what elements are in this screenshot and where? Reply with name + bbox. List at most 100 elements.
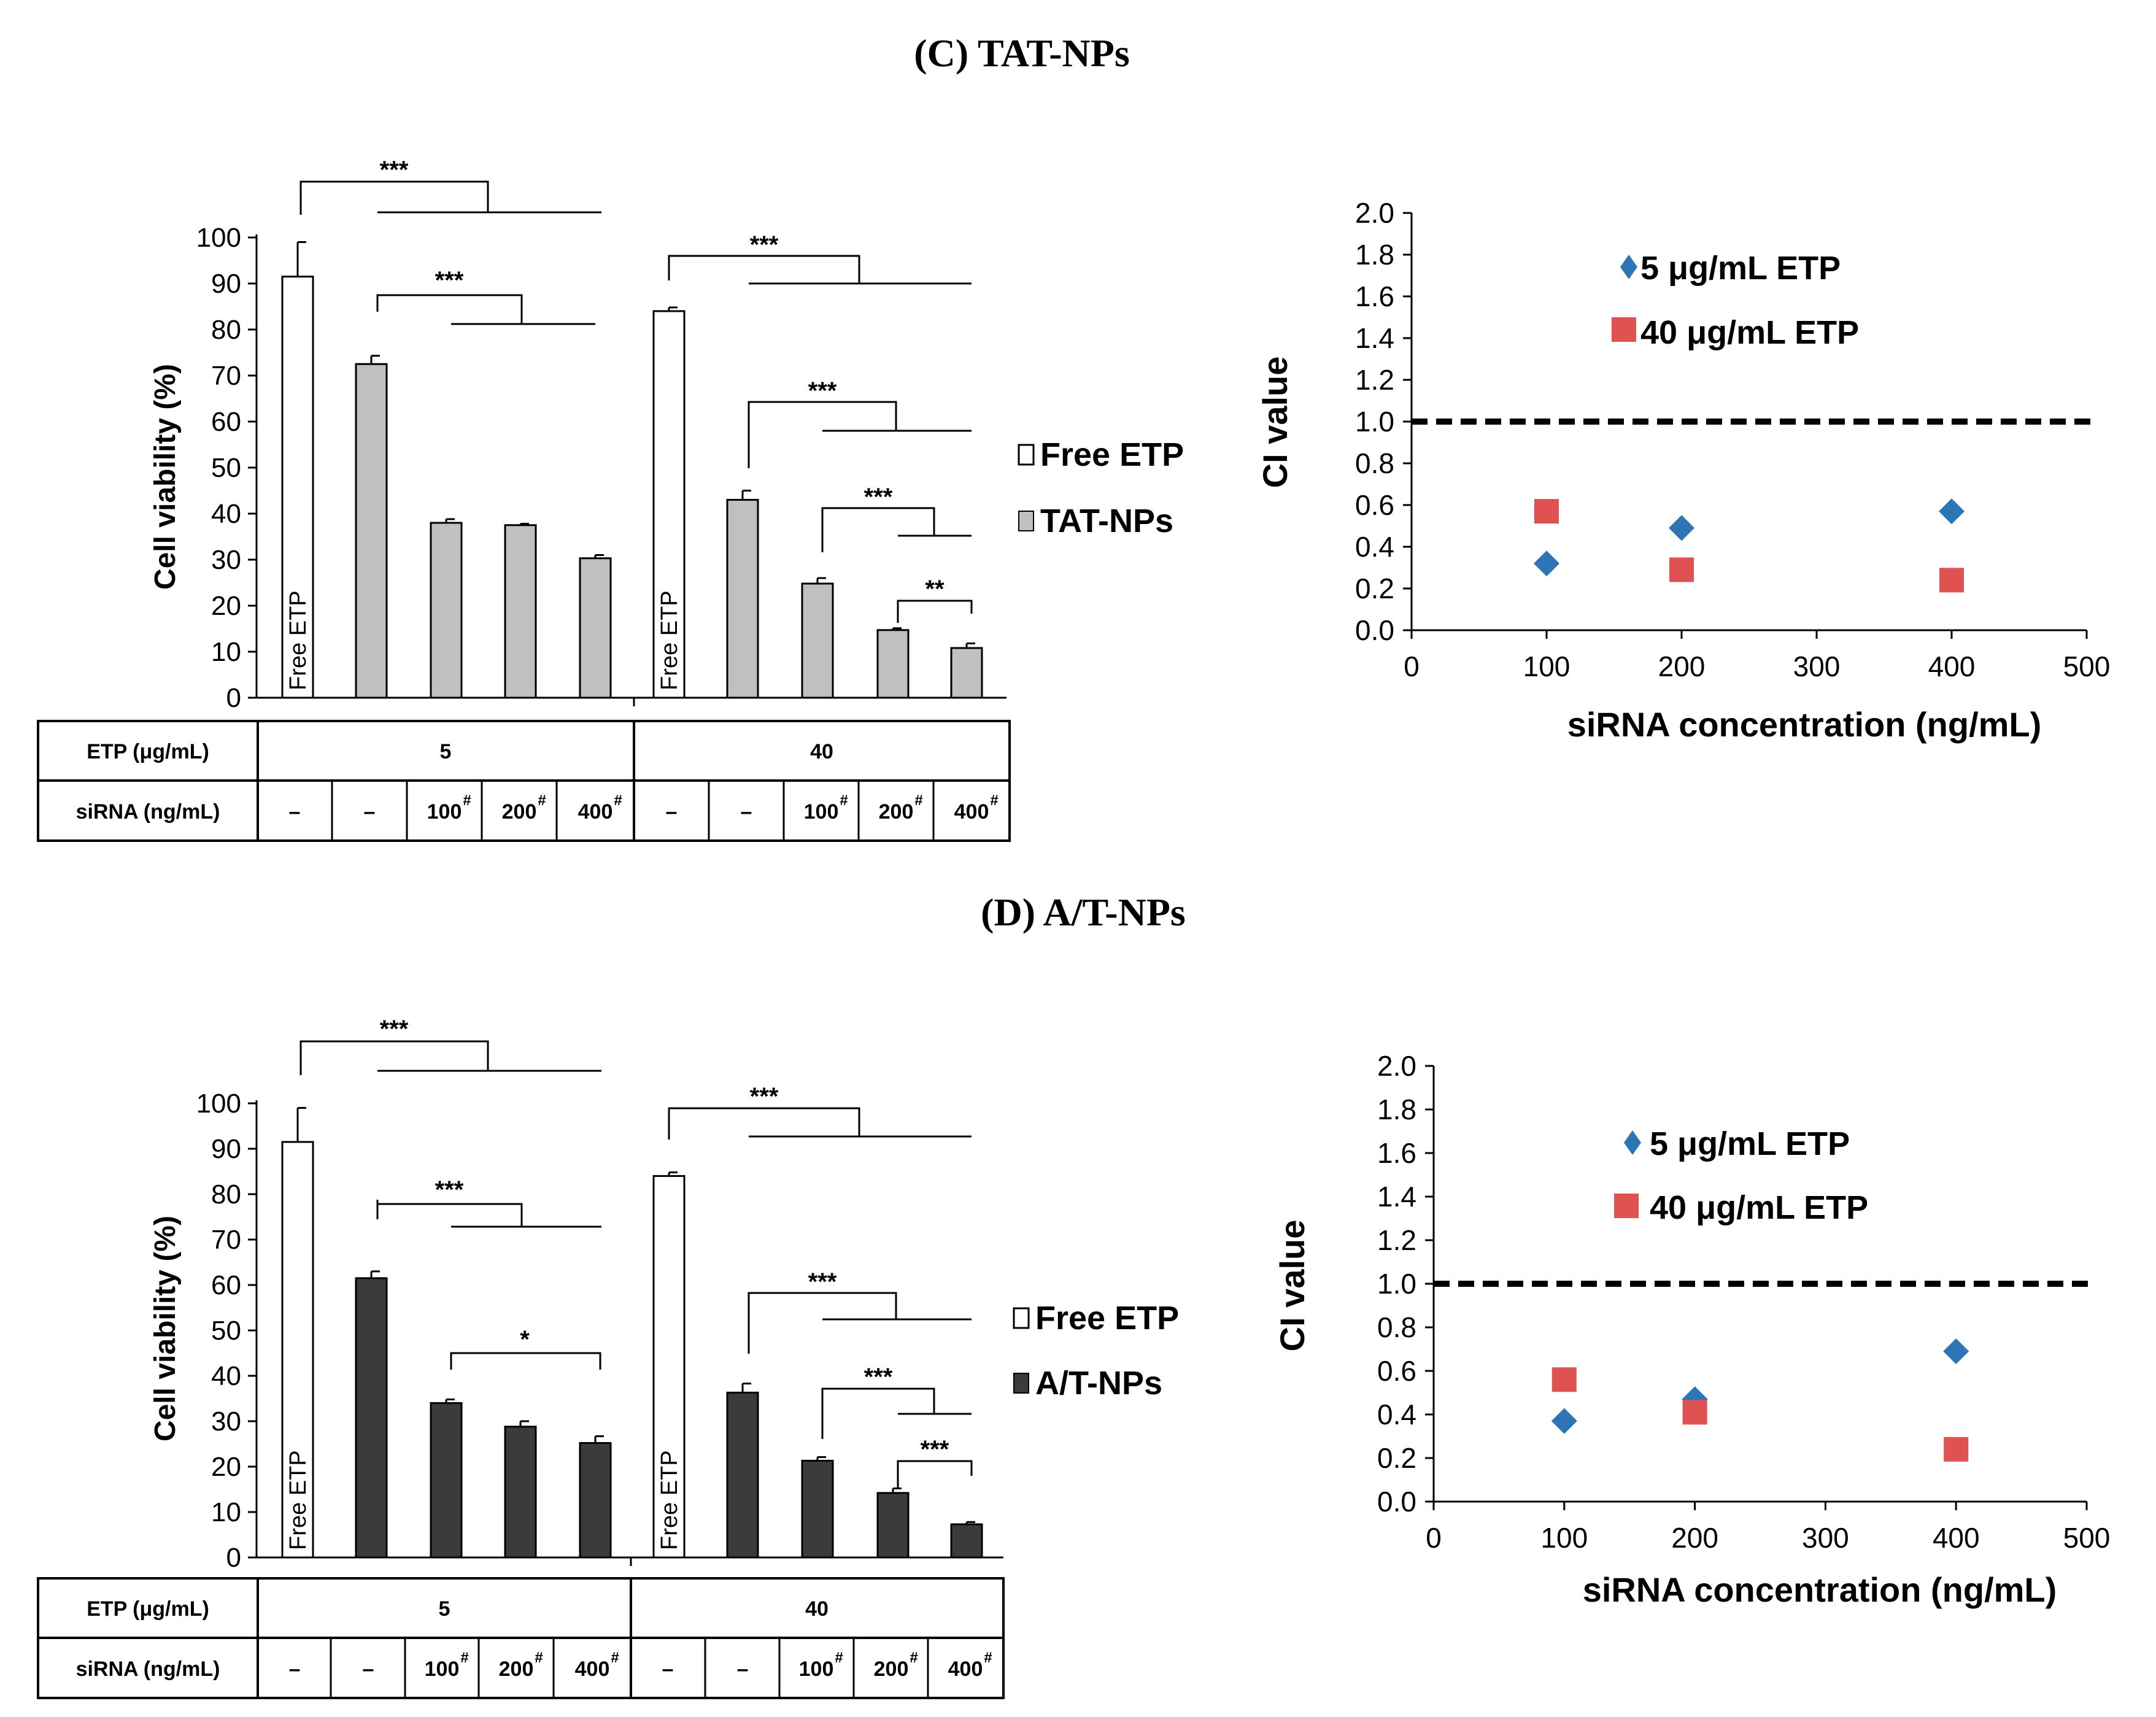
sirna-cell: 100 <box>427 800 462 824</box>
panel-d-ci-points <box>1434 1281 2093 1462</box>
barC-y-tick-label: 50 <box>211 453 241 483</box>
ciC-y-tick-label: 0.4 <box>1355 531 1394 563</box>
ciD-x-tick-label: 0 <box>1426 1522 1442 1554</box>
sirna-cell: 100 <box>425 1657 460 1681</box>
ci-point-5-etp <box>1669 515 1694 541</box>
bar <box>430 522 463 699</box>
barD-y-tick-label: 80 <box>211 1179 241 1210</box>
bar <box>355 363 388 699</box>
panel-c-title: (C) TAT-NPs <box>914 31 1129 75</box>
panel-c-ci-x-axis-title: siRNA concentration (ng/mL) <box>1567 705 2042 744</box>
panel-d-sig-3: * <box>520 1326 530 1353</box>
sirna-cell-mark: # <box>990 792 998 809</box>
ciD-y-tick-label: 2.0 <box>1377 1050 1416 1082</box>
panel-d-significance-lines <box>299 1040 973 1488</box>
panel-d-table-group-40: 40 <box>805 1597 829 1621</box>
free-etp-bar-label: Free ETP <box>285 1450 311 1550</box>
ciD-x-tick-label: 200 <box>1671 1522 1718 1554</box>
ciC-y-tick-label: 0.8 <box>1355 447 1394 479</box>
ciC-y-tick-label: 2.0 <box>1355 197 1394 229</box>
bar <box>726 499 759 699</box>
panel-d-sig-1: *** <box>380 1016 409 1043</box>
barC-y-tick-label: 80 <box>211 315 241 345</box>
panel-d-condition-table: ETP (μg/mL) siRNA (ng/mL) 5 40 – –100 #200… <box>37 1577 1005 1699</box>
sirna-cell: 200 <box>879 800 914 824</box>
barD-y-tick-label: 10 <box>211 1497 241 1527</box>
barD-y-tick-label: 70 <box>211 1225 241 1255</box>
sirna-cell: 200 <box>499 1657 534 1681</box>
sirna-cell-mark: # <box>835 1649 843 1666</box>
ciC-y-tick-label: 1.6 <box>1355 280 1394 312</box>
ciD-y-tick-label: 0.4 <box>1377 1399 1416 1430</box>
panel-d: (D) A/T-NPs Cell viability (%) 0 10 20 30 40… <box>37 890 2111 1699</box>
panel-c-ci-legend-square-icon <box>1612 317 1636 342</box>
bar <box>726 1391 759 1559</box>
ciC-y-tick-label: 0.6 <box>1355 489 1394 521</box>
sirna-cell-mark: # <box>614 792 622 809</box>
panel-c-table-group-5: 5 <box>440 740 452 763</box>
ci-point-40-etp <box>1944 1437 1969 1462</box>
bar <box>652 1175 686 1559</box>
panel-d-legend-free-label: Free ETP <box>1035 1300 1179 1337</box>
panel-d-y-axis-title: Cell viability (%) <box>149 1216 182 1441</box>
panel-c-bars: Free ETP Free ETP <box>281 241 983 699</box>
panel-c-ci-points <box>1412 419 2093 593</box>
bar <box>801 582 834 699</box>
sirna-cell-mark: # <box>538 792 546 809</box>
panel-d-ci-legend-square-icon <box>1614 1194 1639 1218</box>
ciD-y-tick-label: 1.0 <box>1377 1268 1416 1300</box>
bar <box>579 557 612 699</box>
ciC-y-tick-label: 1.8 <box>1355 239 1394 271</box>
sirna-cell-mark: # <box>535 1649 543 1666</box>
ciD-x-tick-label: 500 <box>2063 1522 2111 1554</box>
barD-y-tick-label: 90 <box>211 1134 241 1164</box>
bar <box>504 524 537 699</box>
bar <box>281 1141 314 1559</box>
ciD-y-tick-label: 1.8 <box>1377 1094 1416 1125</box>
sirna-cell: 400 <box>575 1657 610 1681</box>
bar <box>430 1402 463 1559</box>
ciD-y-tick-label: 1.6 <box>1377 1137 1416 1169</box>
sirna-cell: 200 <box>874 1657 909 1681</box>
barC-y-tick-label: 30 <box>211 545 241 575</box>
panel-d-legend-free-swatch <box>1013 1307 1030 1329</box>
panel-c-ci-legend-5: 5 μg/mL ETP <box>1640 250 1841 287</box>
panel-c-sig-1: *** <box>380 156 409 183</box>
panel-d-bar-chart: Cell viability (%) 0 10 20 30 40 50 60 70 80 90 10… <box>149 1016 1179 1573</box>
bar <box>876 1492 910 1559</box>
free-etp-bar-label: Free ETP <box>657 590 682 690</box>
panel-c-ci-ticks: 0.0 0.2 0.4 0.6 0.8 1.0 1.2 1.4 1.6 1.8 2.0 0 100 200… <box>1355 197 2110 682</box>
ciC-y-tick-label: 0.0 <box>1355 614 1394 646</box>
panel-c-bar-chart: Cell viability (%) 0 10 20 30 40 50 60 70 80 90 10… <box>149 156 1184 713</box>
ciC-y-tick-label: 1.0 <box>1355 406 1394 438</box>
panel-d-ci-legend-40: 40 μg/mL ETP <box>1650 1189 1868 1226</box>
panel-d-legend-np-label: A/T-NPs <box>1035 1365 1162 1402</box>
panel-d-table-sirna-cells: – –100 #200 #400 # – –100 #200 #400 # <box>289 1649 992 1681</box>
sirna-cell-mark: # <box>984 1649 992 1666</box>
sirna-cell-mark: # <box>914 792 922 809</box>
panel-c-sig-5: *** <box>864 484 893 511</box>
free-etp-bar-label: Free ETP <box>285 590 311 690</box>
panel-c-significance-lines <box>299 180 973 623</box>
barD-y-tick-label: 100 <box>196 1089 241 1119</box>
panel-c-sig-3: *** <box>750 231 779 258</box>
sirna-cell: 100 <box>804 800 839 824</box>
ciD-y-tick-label: 0.6 <box>1377 1355 1416 1387</box>
sirna-cell: – <box>363 1657 374 1681</box>
ciD-x-tick-label: 400 <box>1933 1522 1980 1554</box>
panel-c-legend-free-swatch <box>1018 444 1035 466</box>
panel-c-condition-table: ETP (μg/mL) siRNA (ng/mL) 5 40 – –100 #200… <box>37 720 1011 842</box>
panel-c-y-ticks: 0 10 20 30 40 50 60 70 80 90 100 <box>196 223 1007 713</box>
sirna-cell: – <box>741 800 752 824</box>
bar <box>355 1277 388 1559</box>
panel-d-legend-np-swatch <box>1013 1373 1029 1394</box>
ciD-y-tick-label: 0.8 <box>1377 1311 1416 1343</box>
sirna-cell: – <box>737 1657 749 1681</box>
bar <box>504 1426 537 1559</box>
panel-c-table-group-40: 40 <box>810 740 833 763</box>
ciC-y-tick-label: 0.2 <box>1355 573 1394 604</box>
barC-y-tick-label: 60 <box>211 407 241 437</box>
ciD-x-tick-label: 300 <box>1802 1522 1849 1554</box>
sirna-cell: – <box>289 1657 301 1681</box>
